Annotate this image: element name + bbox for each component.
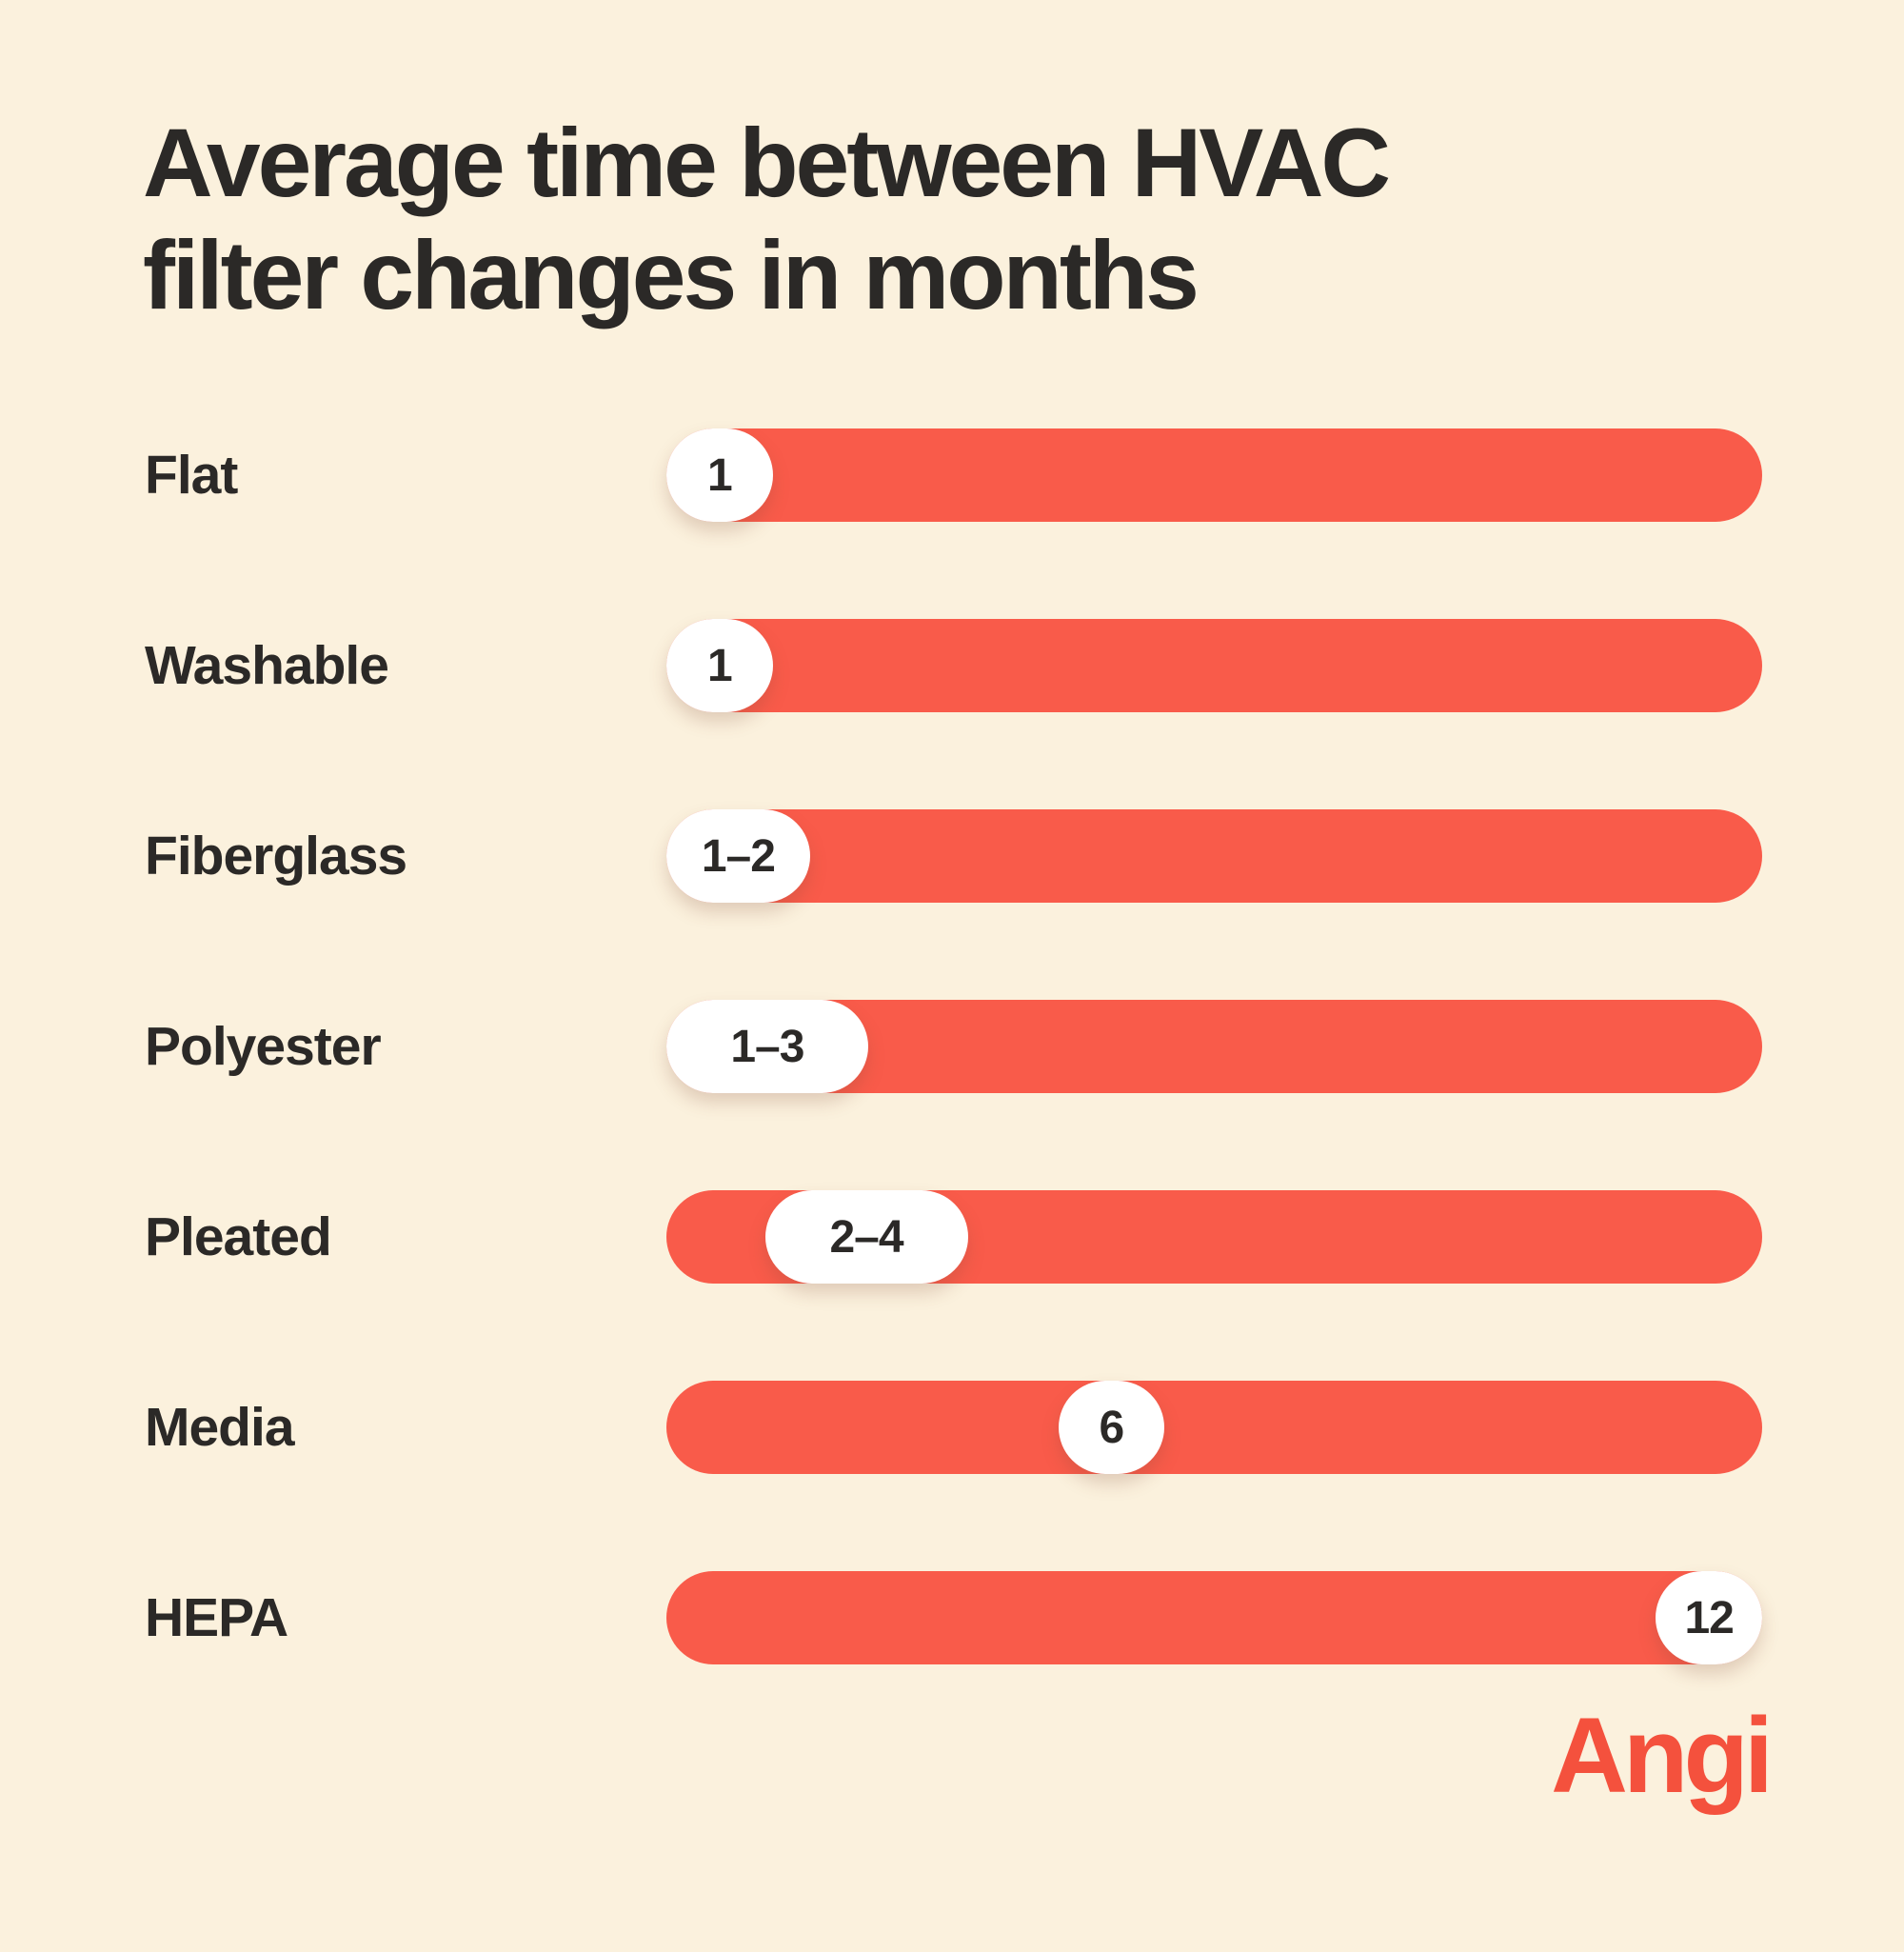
value-badge: 1–2 [666,809,810,903]
filter-row: Polyester 1–3 [0,1000,1904,1093]
filter-row: Fiberglass 1–2 [0,809,1904,903]
filter-row: HEPA 12 [0,1571,1904,1664]
angi-logo: Angi [1551,1696,1774,1815]
value-badge: 6 [1059,1381,1164,1474]
value-badge: 1 [666,428,773,522]
value-badge: 1 [666,619,773,712]
bar: 1 [666,619,1762,712]
filter-label: Polyester [145,1016,382,1077]
bar: 1 [666,428,1762,522]
bar: 12 [666,1571,1762,1664]
chart-title-line2: filter changes in months [143,221,1200,330]
filter-label: Flat [145,445,238,506]
value-badge: 1–3 [666,1000,868,1093]
filter-label: Washable [145,635,389,696]
filter-label: Fiberglass [145,826,407,886]
chart-title-line1: Average time between HVAC [143,109,1391,217]
bar: 2–4 [666,1190,1762,1284]
filter-label: Media [145,1397,295,1458]
bar: 1–3 [666,1000,1762,1093]
value-badge: 12 [1656,1571,1762,1664]
filter-row: Flat 1 [0,428,1904,522]
filter-label: Pleated [145,1206,332,1267]
value-badge: 2–4 [764,1190,968,1284]
filter-row: Pleated 2–4 [0,1190,1904,1284]
filter-label: HEPA [145,1587,288,1648]
filter-row: Washable 1 [0,619,1904,712]
chart-title: Average time between HVAC filter changes… [143,107,1391,332]
bar: 6 [666,1381,1762,1474]
bar: 1–2 [666,809,1762,903]
filter-row: Media 6 [0,1381,1904,1474]
